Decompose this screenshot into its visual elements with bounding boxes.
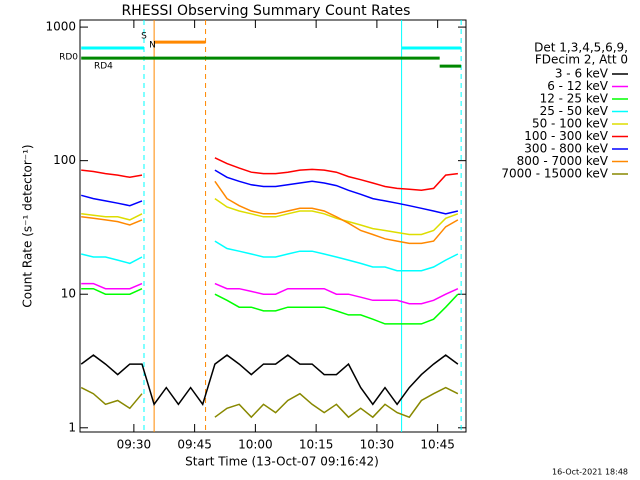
series-line (81, 282, 459, 305)
series-line (81, 157, 458, 192)
y-tick-label: 100 (53, 153, 76, 167)
legend-label: 800 - 7000 keV (517, 154, 609, 168)
series-line (80, 386, 459, 419)
x-tick-label: 09:30 (117, 438, 152, 452)
legend-label: 25 - 50 keV (540, 104, 609, 118)
x-tick-label: 10:00 (238, 438, 273, 452)
legend-label: 7000 - 15000 keV (501, 167, 608, 181)
plot-frame (79, 19, 467, 433)
x-tick-label: 09:45 (177, 438, 212, 452)
legend-label: 6 - 12 keV (547, 79, 609, 93)
x-axis-label: Start Time (13-Oct-07 09:16:42) (185, 455, 379, 469)
x-tick-label: 10:15 (299, 438, 334, 452)
series-line (81, 287, 459, 325)
y-axis-label: Count Rate (s⁻¹ detector⁻¹) (21, 144, 35, 307)
flag-label: RD0 (59, 53, 78, 63)
flag-label: RD4 (94, 62, 113, 72)
annotation: S (141, 32, 147, 42)
legend-label: 50 - 100 keV (532, 117, 609, 131)
chart-title: RHESSI Observing Summary Count Rates (122, 3, 411, 19)
legend-header: FDecim 2, Att 0 (535, 53, 628, 67)
y-tick-label: 1000 (45, 20, 76, 34)
series-line (81, 180, 459, 245)
annotation: N (149, 41, 156, 51)
y-tick-label: 1 (68, 420, 76, 434)
legend-header: Det 1,3,4,5,6,9, (534, 41, 628, 55)
legend-label: 300 - 800 keV (524, 142, 608, 156)
series-line (80, 354, 459, 406)
y-tick-label: 10 (61, 287, 76, 301)
x-tick-label: 10:30 (360, 438, 395, 452)
legend-label: 3 - 6 keV (555, 67, 609, 81)
series-line (81, 169, 459, 215)
legend-label: 12 - 25 keV (540, 92, 609, 106)
x-tick-label: 10:45 (420, 438, 455, 452)
series-line (81, 240, 459, 272)
footer: 16-Oct-2021 18:48 (552, 468, 628, 477)
series-line (81, 197, 459, 236)
legend-label: 100 - 300 keV (524, 129, 608, 143)
